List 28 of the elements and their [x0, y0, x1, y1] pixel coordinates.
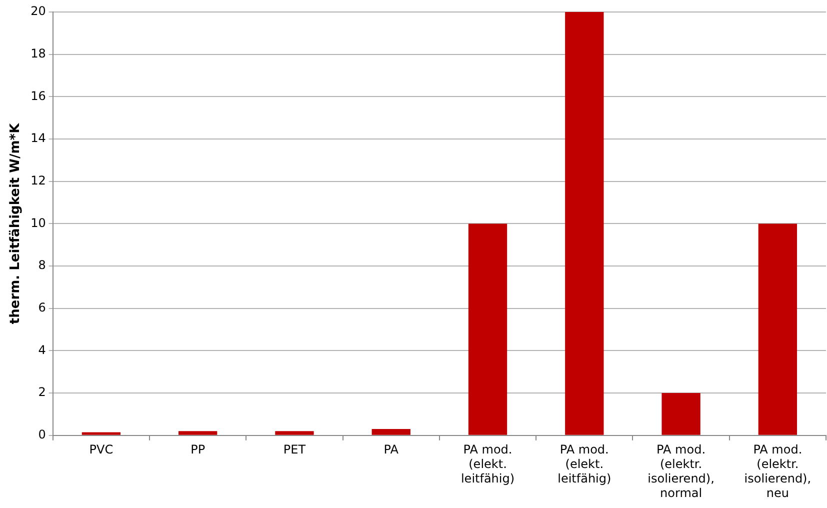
bar [758, 224, 798, 435]
bar [662, 393, 700, 435]
y-tick-label: 20 [30, 4, 46, 18]
bar [275, 431, 314, 435]
x-tick-label: PET [283, 442, 306, 457]
x-tick-label: PA [384, 442, 400, 457]
bar [82, 432, 121, 435]
y-tick-label: 4 [38, 342, 46, 357]
x-tick-label: PVC [89, 442, 114, 457]
y-tick-label: 12 [30, 173, 46, 188]
x-tick-label: PA mod. (elektr. isolierend), normal [648, 442, 714, 500]
y-tick-label: 2 [38, 385, 46, 400]
y-tick-label: 16 [30, 88, 46, 103]
y-tick-label: 6 [38, 300, 46, 315]
y-tick-label: 0 [38, 428, 46, 442]
x-tick-label: PP [190, 442, 206, 457]
y-tick-label: 8 [38, 258, 46, 272]
bar [565, 12, 604, 435]
y-tick-label: 18 [30, 46, 46, 60]
bar [468, 224, 508, 435]
x-tick-label: PA mod. (elekt. leitfähig) [558, 442, 612, 486]
bar [178, 431, 218, 435]
y-tick-label: 14 [30, 131, 46, 146]
bar [372, 429, 410, 435]
x-tick-label: PA mod. (elekt. leitfähig) [460, 442, 515, 486]
y-tick-label: 10 [30, 216, 46, 230]
x-tick-label: PA mod. (elektr. isolierend), neu [744, 442, 812, 500]
y-axis-title: therm. Leitfähigkeit W/m*K [8, 122, 24, 324]
